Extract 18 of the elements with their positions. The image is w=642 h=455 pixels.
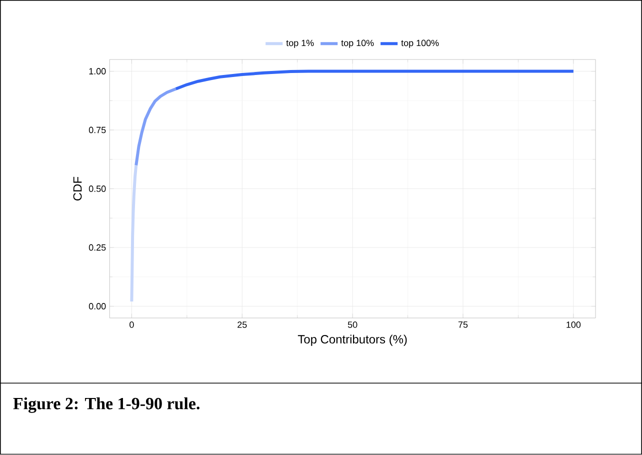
x-tick-label: 50: [348, 322, 358, 328]
legend-label: top 1%: [286, 40, 314, 48]
y-tick-label: 1.00: [89, 68, 106, 75]
line-series: [130, 164, 138, 304]
x-tick-label: 100: [566, 322, 581, 328]
caption: Figure 2: The 1-9-90 rule.: [13, 398, 200, 414]
y-tick-label: 0.50: [88, 186, 106, 192]
x-axis-title: Top Contributors (%): [298, 334, 407, 346]
x-tick-label: 0: [130, 322, 134, 328]
y-axis-title: CDF: [73, 177, 82, 201]
y-tick-label: 0.25: [88, 244, 106, 251]
x-tick-label: 75: [458, 322, 468, 328]
legend-label: top 10%: [341, 40, 374, 48]
line-series: [134, 88, 178, 167]
y-tick-label: 0.75: [88, 126, 106, 134]
legend-label: top 100%: [401, 40, 439, 48]
y-tick-label: 0.00: [88, 303, 106, 310]
x-tick-label: 25: [238, 322, 247, 328]
